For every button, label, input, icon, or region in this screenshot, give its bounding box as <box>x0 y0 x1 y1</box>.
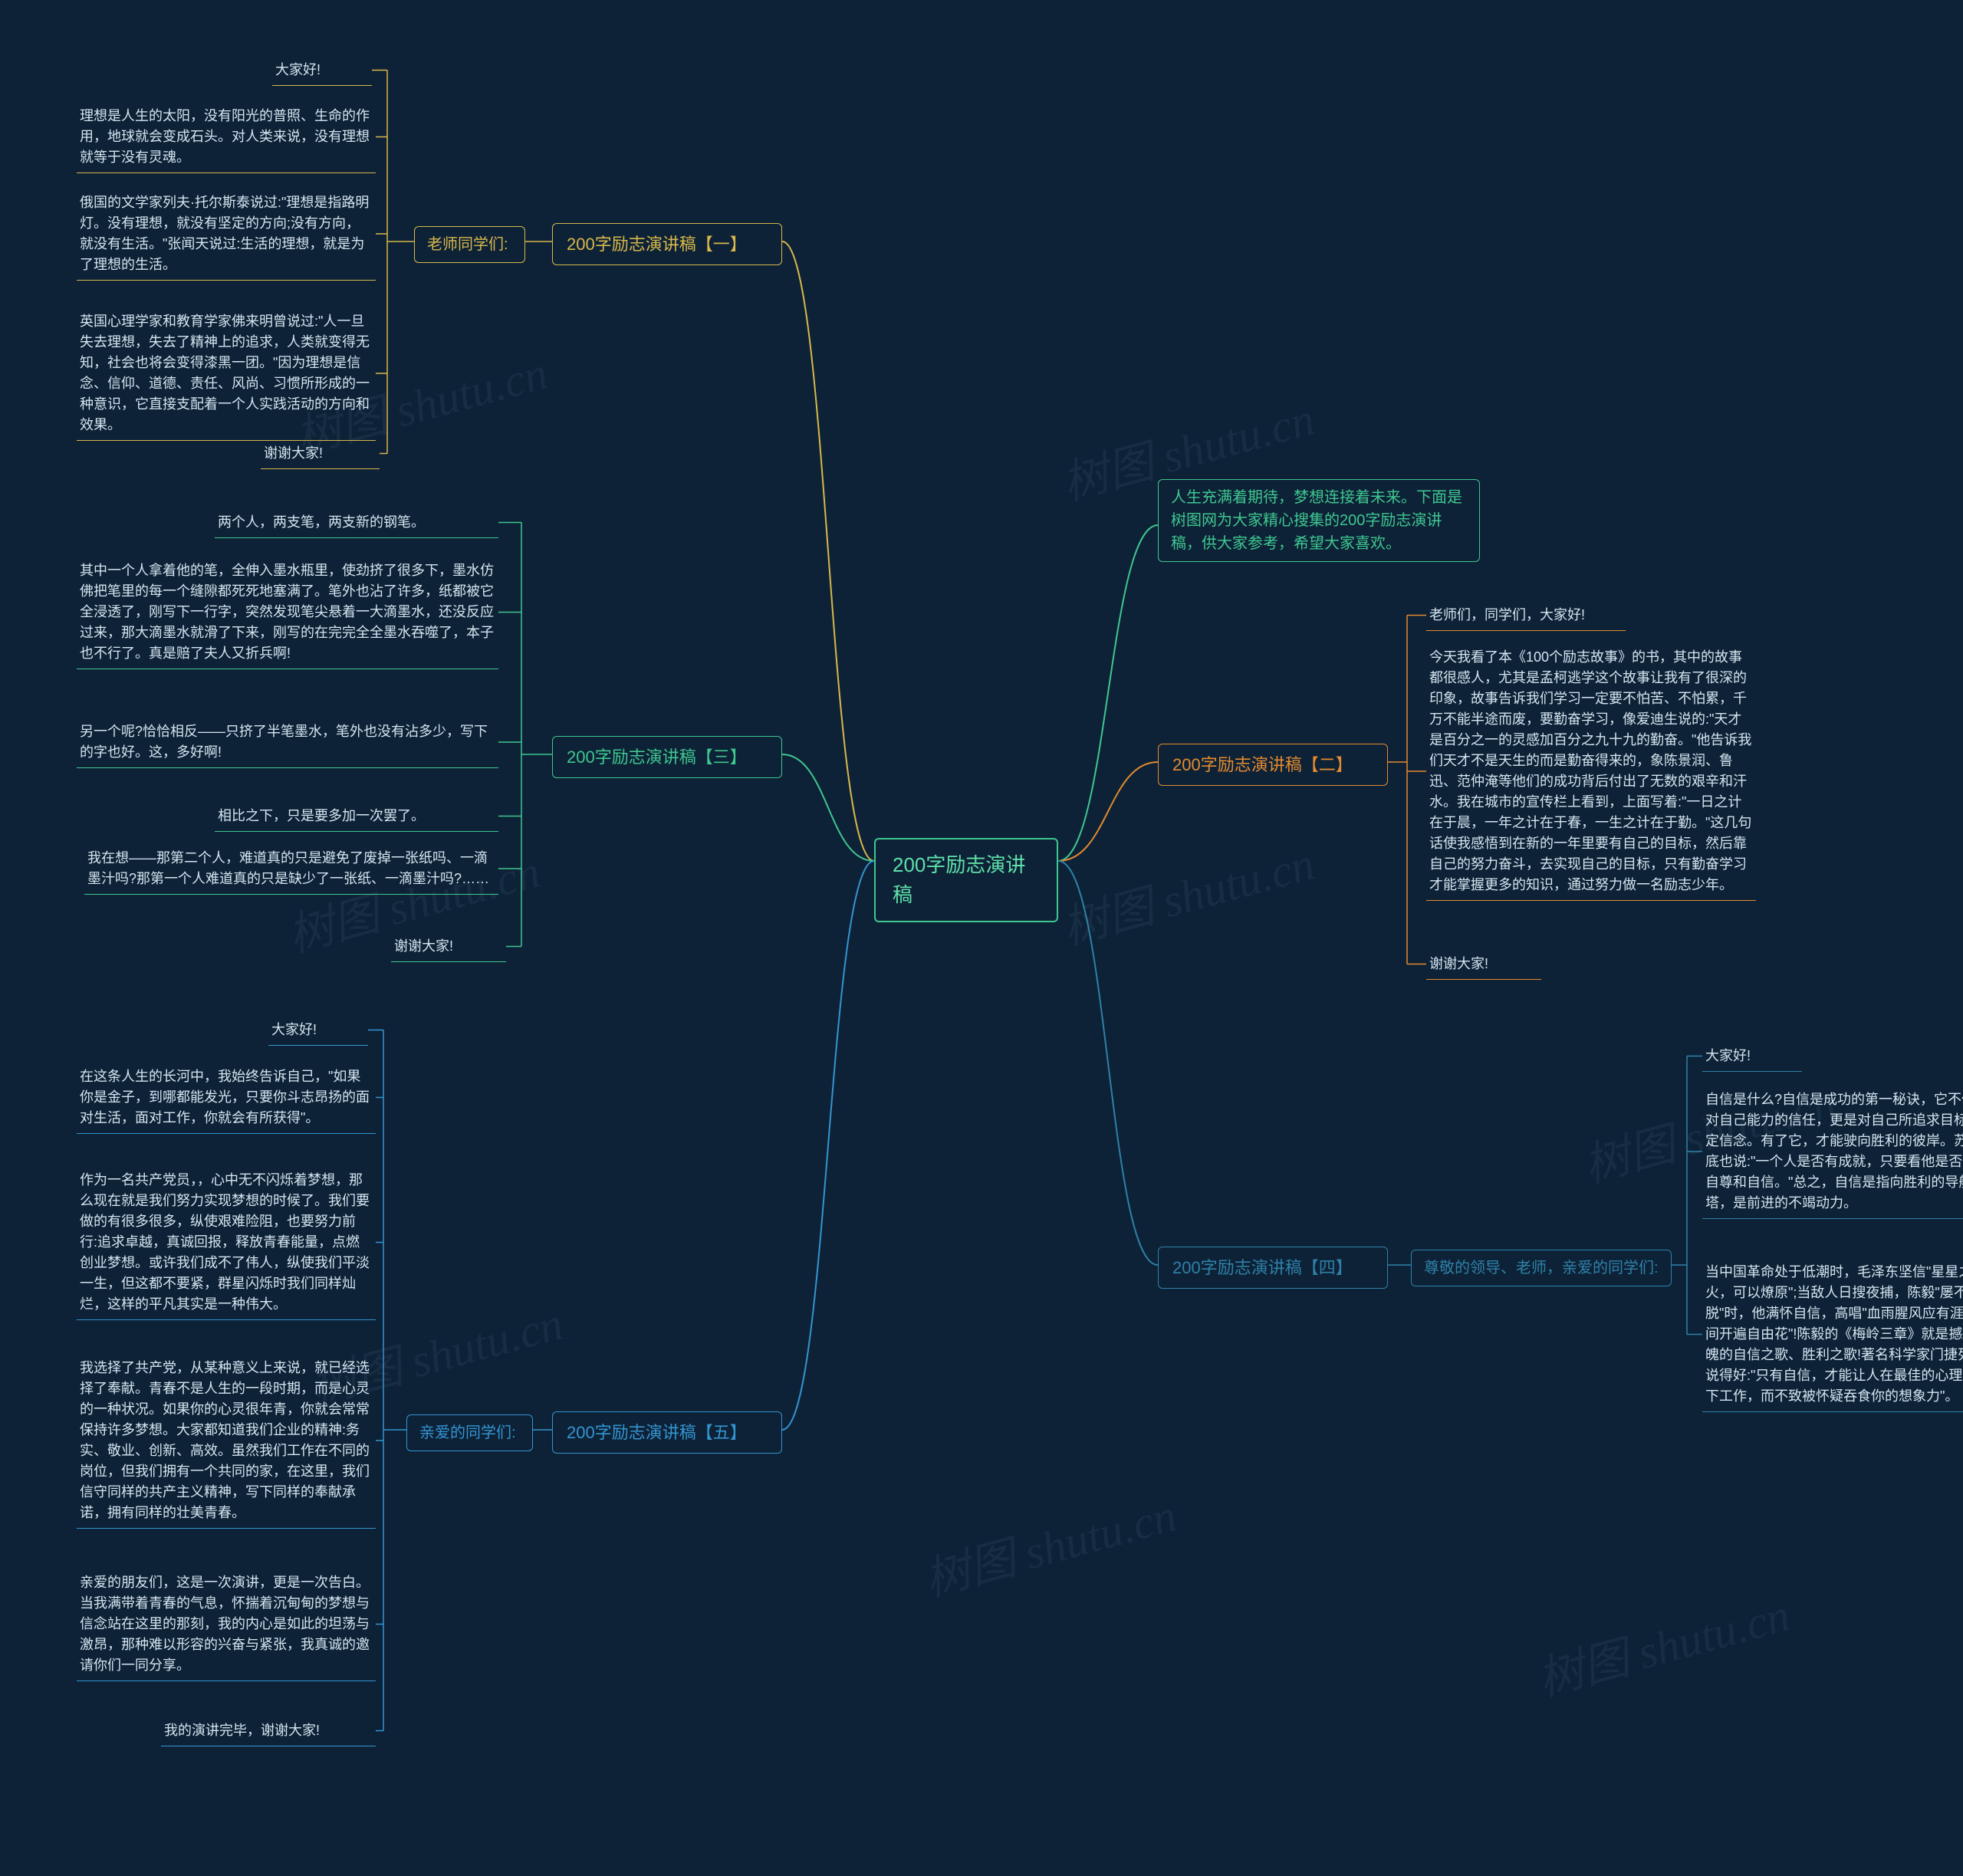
branch-5-leaf-2: 在这条人生的长河中，我始终告诉自己，"如果你是金子，到哪都能发光，只要你斗志昂扬… <box>77 1062 376 1134</box>
branch-5-leaf-6: 我的演讲完毕，谢谢大家! <box>161 1716 376 1746</box>
branch-1-leaf-2: 理想是人生的太阳，没有阳光的普照、生命的作用，地球就会变成石头。对人类来说，没有… <box>77 101 376 173</box>
root-node: 200字励志演讲稿 <box>874 838 1058 922</box>
branch-1-leaf-3: 俄国的文学家列夫·托尔斯泰说过:"理想是指路明灯。没有理想，就没有坚定的方向;没… <box>77 188 376 281</box>
branch-4-leaf-3: 当中国革命处于低潮时，毛泽东坚信"星星之火，可以燎原";当敌人日搜夜捕，陈毅"屡… <box>1702 1257 1963 1412</box>
branch-1-leaf-4: 英国心理学家和教育学家佛来明曾说过:"人一旦失去理想，失去了精神上的追求，人类就… <box>77 307 376 441</box>
branch-3-leaf-1: 两个人，两支笔，两支新的钢笔。 <box>215 508 498 538</box>
watermark: 树图 shutu.cn <box>1054 826 1320 958</box>
branch-5: 200字励志演讲稿【五】 <box>552 1411 782 1454</box>
mindmap-canvas: 树图 shutu.cn树图 shutu.cn树图 shutu.cn树图 shut… <box>0 0 1963 1876</box>
branch-5-leaf-4: 我选择了共产党，从某种意义上来说，就已经选择了奉献。青春不是人生的一段时期，而是… <box>77 1353 376 1529</box>
branch-3-leaf-6: 谢谢大家! <box>391 931 506 962</box>
branch-3-leaf-4: 相比之下，只是要多加一次罢了。 <box>215 801 498 832</box>
intro-node: 人生充满着期待，梦想连接着未来。下面是树图网为大家精心搜集的200字励志演讲稿，… <box>1158 479 1480 562</box>
branch-3-leaf-2: 其中一个人拿着他的笔，全伸入墨水瓶里，使劲挤了很多下，墨水仿佛把笔里的每一个缝隙… <box>77 556 498 669</box>
branch-1-sub: 老师同学们: <box>414 226 525 263</box>
branch-5-leaf-3: 作为一名共产党员，，心中无不闪烁着梦想，那么现在就是我们努力实现梦想的时候了。我… <box>77 1165 376 1320</box>
branch-2-leaf-2: 今天我看了本《100个励志故事》的书，其中的故事都很感人，尤其是孟柯逃学这个故事… <box>1426 642 1756 901</box>
watermark: 树图 shutu.cn <box>916 1478 1182 1609</box>
branch-2-leaf-1: 老师们，同学们，大家好! <box>1426 600 1626 631</box>
branch-4-sub: 尊敬的领导、老师，亲爱的同学们: <box>1411 1250 1672 1286</box>
branch-2-leaf-3: 谢谢大家! <box>1426 949 1541 980</box>
branch-5-sub: 亲爱的同学们: <box>406 1414 533 1451</box>
branch-5-leaf-1: 大家好! <box>268 1015 368 1046</box>
branch-3: 200字励志演讲稿【三】 <box>552 736 782 778</box>
branch-1-leaf-5: 谢谢大家! <box>261 439 380 469</box>
branch-4-leaf-2: 自信是什么?自信是成功的第一秘诀，它不仅是对自己能力的信任，更是对自己所追求目标… <box>1702 1085 1963 1219</box>
branch-3-leaf-3: 另一个呢?恰恰相反——只挤了半笔墨水，笔外也没有沾多少，写下的字也好。这，多好啊… <box>77 717 498 768</box>
branch-5-leaf-5: 亲爱的朋友们，这是一次演讲，更是一次告白。当我满带着青春的气息，怀揣着沉甸甸的梦… <box>77 1568 376 1681</box>
branch-4-leaf-1: 大家好! <box>1702 1041 1802 1072</box>
branch-2: 200字励志演讲稿【二】 <box>1158 744 1388 786</box>
branch-1-leaf-1: 大家好! <box>272 55 372 86</box>
branch-4: 200字励志演讲稿【四】 <box>1158 1247 1388 1289</box>
watermark: 树图 shutu.cn <box>1529 1578 1796 1709</box>
branch-1: 200字励志演讲稿【一】 <box>552 223 782 265</box>
branch-3-leaf-5: 我在想——那第二个人，难道真的只是避免了废掉一张纸吗、一滴墨汁吗?那第一个人难道… <box>84 843 498 895</box>
